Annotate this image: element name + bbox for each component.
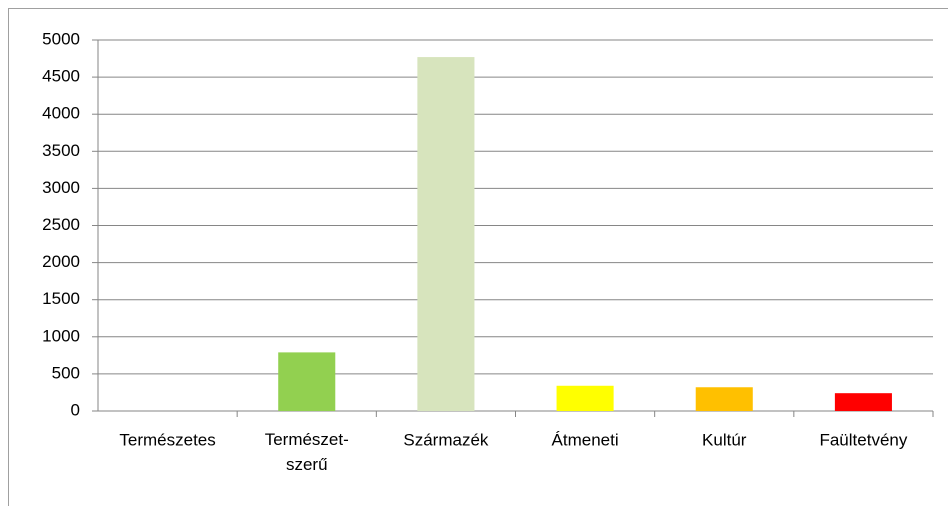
chart-border [8,8,948,506]
bar [278,352,336,411]
y-tick-label: 1500 [42,289,80,308]
y-tick-label: 1000 [42,326,80,345]
y-tick-label: 3500 [42,141,80,160]
y-tick-label: 5000 [42,29,80,48]
x-tick-label: Származék [403,430,489,449]
y-tick-label: 4000 [42,104,80,123]
x-tick-label: Kultúr [702,430,747,449]
x-tick-label: Átmeneti [552,430,619,449]
y-tick-label: 3000 [42,178,80,197]
bar [417,57,475,411]
y-tick-label: 2500 [42,215,80,234]
bar [834,393,892,411]
bar [556,385,614,411]
x-tick-label: Természet-szerű [265,430,349,474]
y-tick-label: 2000 [42,252,80,271]
y-tick-label: 0 [71,400,80,419]
y-tick-label: 500 [52,363,80,382]
x-tick-label: Természetes [119,430,215,449]
x-tick-label: Faültetvény [819,430,907,449]
bar [695,387,753,411]
y-tick-label: 4500 [42,67,80,86]
